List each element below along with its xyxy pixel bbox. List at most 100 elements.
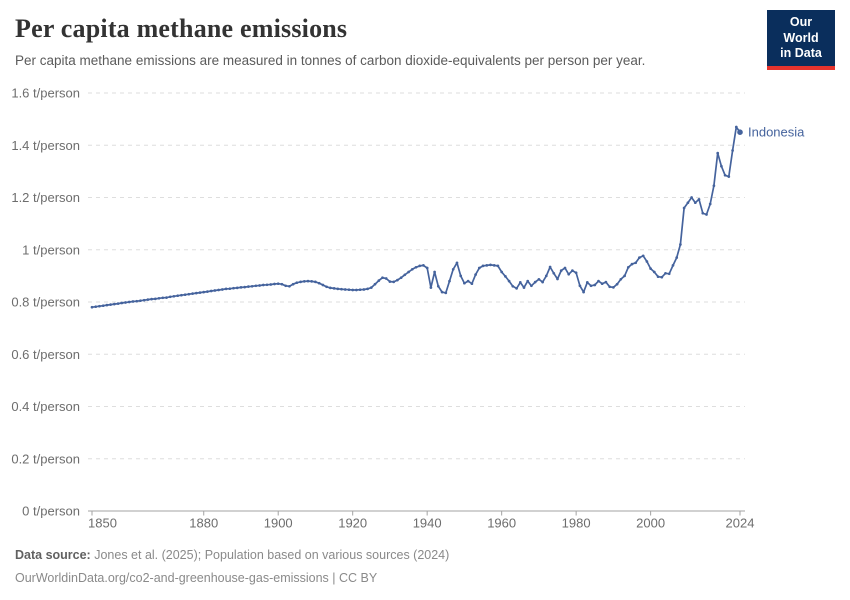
data-point[interactable]	[664, 271, 667, 275]
data-point[interactable]	[220, 288, 224, 291]
data-point[interactable]	[485, 264, 489, 267]
data-point[interactable]	[630, 262, 634, 266]
data-point[interactable]	[250, 284, 254, 288]
data-point[interactable]	[679, 243, 682, 246]
attribution-line[interactable]: OurWorldinData.org/co2-and-greenhouse-ga…	[15, 571, 378, 585]
data-point[interactable]	[489, 263, 492, 267]
data-point[interactable]	[604, 280, 608, 284]
data-point[interactable]	[157, 296, 161, 300]
data-point[interactable]	[559, 269, 563, 272]
data-point[interactable]	[671, 264, 675, 267]
data-point[interactable]	[477, 266, 481, 270]
data-point[interactable]	[634, 261, 638, 265]
data-point[interactable]	[116, 302, 120, 305]
data-point[interactable]	[690, 196, 693, 199]
data-point[interactable]	[161, 296, 165, 300]
data-point[interactable]	[127, 300, 131, 304]
data-point[interactable]	[168, 295, 172, 299]
data-point[interactable]	[530, 284, 533, 288]
data-point[interactable]	[213, 289, 217, 292]
data-point[interactable]	[135, 299, 139, 303]
data-point[interactable]	[720, 164, 723, 168]
data-point[interactable]	[723, 173, 727, 177]
data-point[interactable]	[496, 264, 500, 268]
data-point[interactable]	[336, 287, 340, 291]
data-point[interactable]	[217, 288, 220, 292]
data-point[interactable]	[701, 211, 705, 215]
data-point[interactable]	[429, 286, 433, 289]
data-point[interactable]	[511, 284, 515, 288]
data-point[interactable]	[474, 273, 477, 276]
data-point[interactable]	[172, 294, 176, 298]
data-point[interactable]	[358, 288, 362, 292]
data-point[interactable]	[183, 293, 187, 297]
data-point[interactable]	[396, 278, 399, 282]
data-point[interactable]	[608, 285, 612, 289]
data-point[interactable]	[388, 280, 392, 283]
data-point[interactable]	[302, 280, 306, 283]
data-point[interactable]	[403, 273, 407, 277]
data-point[interactable]	[273, 282, 276, 286]
data-point[interactable]	[209, 289, 213, 293]
data-point[interactable]	[317, 281, 321, 285]
data-point[interactable]	[463, 281, 466, 285]
data-point[interactable]	[362, 288, 366, 291]
data-point[interactable]	[425, 266, 429, 270]
data-point[interactable]	[522, 286, 526, 289]
data-point[interactable]	[228, 287, 232, 291]
data-point[interactable]	[384, 277, 388, 280]
data-point[interactable]	[451, 267, 455, 271]
data-point[interactable]	[407, 270, 410, 274]
data-point[interactable]	[112, 302, 116, 306]
data-point[interactable]	[243, 285, 247, 289]
data-point[interactable]	[191, 292, 194, 295]
data-point[interactable]	[261, 283, 265, 287]
data-point[interactable]	[649, 267, 652, 270]
data-point[interactable]	[377, 279, 381, 282]
data-point[interactable]	[567, 272, 571, 276]
data-point[interactable]	[258, 284, 261, 287]
data-point[interactable]	[347, 288, 351, 292]
data-point[interactable]	[180, 293, 183, 297]
data-point[interactable]	[224, 287, 228, 291]
data-point[interactable]	[366, 287, 369, 291]
data-point[interactable]	[98, 304, 101, 308]
data-point[interactable]	[284, 284, 288, 288]
data-point[interactable]	[466, 279, 470, 283]
data-point[interactable]	[198, 291, 202, 294]
data-point[interactable]	[105, 303, 109, 307]
data-point[interactable]	[280, 282, 284, 286]
data-point[interactable]	[626, 265, 630, 269]
data-point[interactable]	[433, 270, 436, 274]
data-point[interactable]	[731, 149, 734, 152]
data-point[interactable]	[146, 298, 150, 301]
data-point[interactable]	[578, 284, 582, 288]
data-point[interactable]	[239, 286, 243, 289]
data-point[interactable]	[533, 280, 537, 284]
data-point[interactable]	[448, 279, 451, 283]
data-point[interactable]	[727, 175, 731, 178]
data-point[interactable]	[541, 280, 544, 284]
series-line-indonesia[interactable]	[90, 125, 743, 309]
data-point[interactable]	[492, 264, 496, 267]
data-point[interactable]	[276, 282, 280, 286]
data-point[interactable]	[418, 264, 422, 268]
data-point[interactable]	[131, 300, 135, 303]
series-label-indonesia[interactable]: Indonesia	[748, 125, 805, 140]
data-point[interactable]	[455, 261, 459, 265]
data-point[interactable]	[343, 288, 347, 291]
data-point[interactable]	[619, 277, 623, 281]
data-point-end[interactable]	[737, 129, 743, 135]
data-point[interactable]	[571, 269, 574, 272]
data-point[interactable]	[656, 275, 660, 279]
data-point[interactable]	[153, 297, 157, 301]
data-point[interactable]	[548, 265, 552, 269]
data-point[interactable]	[612, 286, 615, 289]
owid-logo[interactable]: Our World in Data	[767, 10, 835, 70]
data-point[interactable]	[269, 283, 273, 286]
data-point[interactable]	[645, 260, 649, 263]
data-point[interactable]	[638, 256, 641, 259]
data-point[interactable]	[459, 274, 463, 278]
data-point[interactable]	[500, 270, 504, 274]
data-point[interactable]	[597, 279, 600, 283]
